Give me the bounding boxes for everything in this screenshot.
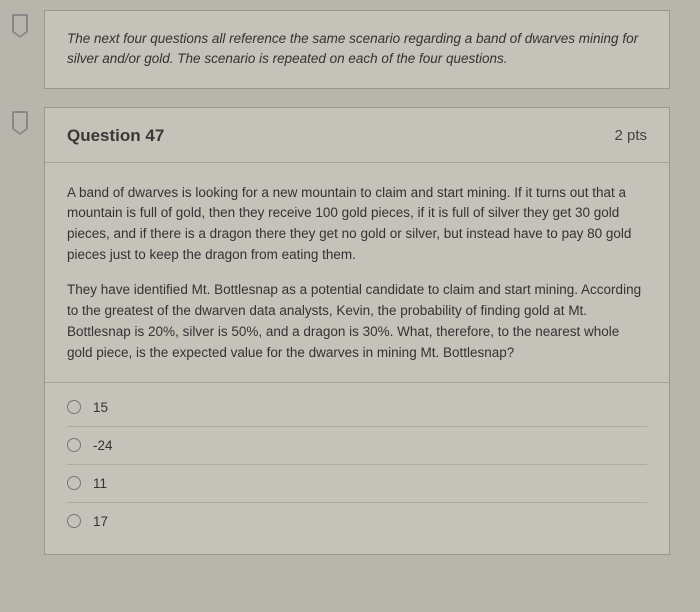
option-row[interactable]: -24: [67, 427, 647, 465]
option-row[interactable]: 15: [67, 389, 647, 427]
option-label: 17: [93, 514, 108, 529]
question-card: Question 47 2 pts A band of dwarves is l…: [44, 107, 670, 555]
option-label: 15: [93, 400, 108, 415]
option-label: -24: [93, 438, 113, 453]
options-list: 15 -24 11 17: [45, 383, 669, 554]
radio-input[interactable]: [67, 438, 81, 452]
bookmark-icon[interactable]: [12, 14, 28, 32]
info-row: The next four questions all reference th…: [12, 10, 670, 89]
question-paragraph-1: A band of dwarves is looking for a new m…: [67, 183, 647, 267]
option-label: 11: [93, 476, 107, 491]
radio-input[interactable]: [67, 476, 81, 490]
question-header: Question 47 2 pts: [45, 108, 669, 162]
radio-input[interactable]: [67, 400, 81, 414]
question-paragraph-2: They have identified Mt. Bottlesnap as a…: [67, 280, 647, 364]
bookmark-icon[interactable]: [12, 111, 28, 129]
option-row[interactable]: 17: [67, 503, 647, 540]
question-points: 2 pts: [614, 127, 647, 144]
question-number: Question 47: [67, 126, 164, 146]
question-body: A band of dwarves is looking for a new m…: [45, 163, 669, 382]
radio-input[interactable]: [67, 514, 81, 528]
scenario-info-text: The next four questions all reference th…: [67, 31, 638, 66]
scenario-info-box: The next four questions all reference th…: [44, 10, 670, 89]
option-row[interactable]: 11: [67, 465, 647, 503]
question-row: Question 47 2 pts A band of dwarves is l…: [12, 107, 670, 555]
